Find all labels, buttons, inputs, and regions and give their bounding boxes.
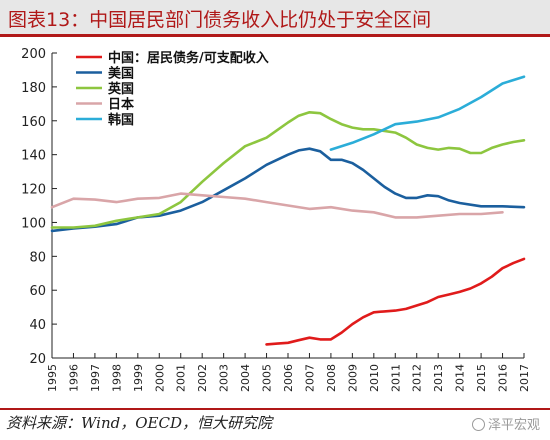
x-tick-label: 1998 <box>110 364 123 392</box>
x-tick-label: 2000 <box>153 364 166 392</box>
x-tick-label: 1999 <box>132 364 145 392</box>
x-tick-label: 2011 <box>389 364 402 392</box>
x-tick-label: 2006 <box>282 364 295 392</box>
y-tick-label: 200 <box>21 47 46 62</box>
legend-label: 英国 <box>107 81 134 97</box>
x-tick-label: 2010 <box>368 364 381 392</box>
y-tick-label: 120 <box>21 183 46 198</box>
x-tick-label: 1995 <box>46 364 59 392</box>
line-chart: 20 40 60 80 100 120 140 160 180 200 1995 1996 1997 19… <box>21 47 531 392</box>
x-tick-label: 2001 <box>175 364 188 392</box>
x-tick-label: 2016 <box>497 364 510 392</box>
watermark: 泽平宏观 <box>471 414 540 433</box>
y-tick-label: 160 <box>21 115 46 130</box>
y-tick-label: 20 <box>29 352 46 367</box>
x-tick-label: 2004 <box>239 364 252 392</box>
chart-title: 图表13：中国居民部门债务收入比仍处于安全区间 <box>8 9 432 31</box>
legend-label: 中国：居民债务/可支配收入 <box>108 50 269 66</box>
series-line-3 <box>50 111 526 229</box>
legend-label: 日本 <box>108 97 134 113</box>
x-tick-label: 2009 <box>346 364 359 392</box>
y-tick-label: 60 <box>29 284 46 299</box>
x-tick-label: 2014 <box>454 364 467 392</box>
x-tick-label: 2015 <box>475 364 488 392</box>
x-tick-label: 2007 <box>303 364 316 392</box>
bottom-rule <box>0 408 550 410</box>
x-tick-label: 2002 <box>196 364 209 392</box>
y-tick-label: 180 <box>21 81 46 96</box>
series-line-4 <box>50 192 504 219</box>
series-line-1 <box>265 257 526 346</box>
x-tick-label: 2017 <box>518 364 531 392</box>
source-note: 资料来源：Wind，OECD，恒大研究院 <box>6 414 272 432</box>
legend-label: 韩国 <box>108 112 134 128</box>
watermark-label: 泽平宏观 <box>487 418 540 433</box>
x-tick-label: 2003 <box>218 364 231 392</box>
x-tick-label: 2012 <box>411 364 424 392</box>
y-tick-label: 40 <box>29 318 46 333</box>
x-tick-label: 2008 <box>325 364 338 392</box>
legend-label: 美国 <box>108 66 134 82</box>
wechat-icon <box>471 418 485 431</box>
y-tick-label: 80 <box>29 250 46 265</box>
y-tick-label: 100 <box>21 216 46 231</box>
series-line-2 <box>50 147 526 233</box>
x-tick-label: 1997 <box>89 364 102 392</box>
x-tick-label: 1996 <box>67 364 80 392</box>
x-tick-label: 2013 <box>432 364 445 392</box>
series-line-5 <box>329 75 526 151</box>
y-tick-label: 140 <box>21 149 46 164</box>
x-tick-label: 2005 <box>261 364 274 392</box>
title-bar: 图表13：中国居民部门债务收入比仍处于安全区间 <box>0 0 550 34</box>
title-rule <box>0 34 550 37</box>
